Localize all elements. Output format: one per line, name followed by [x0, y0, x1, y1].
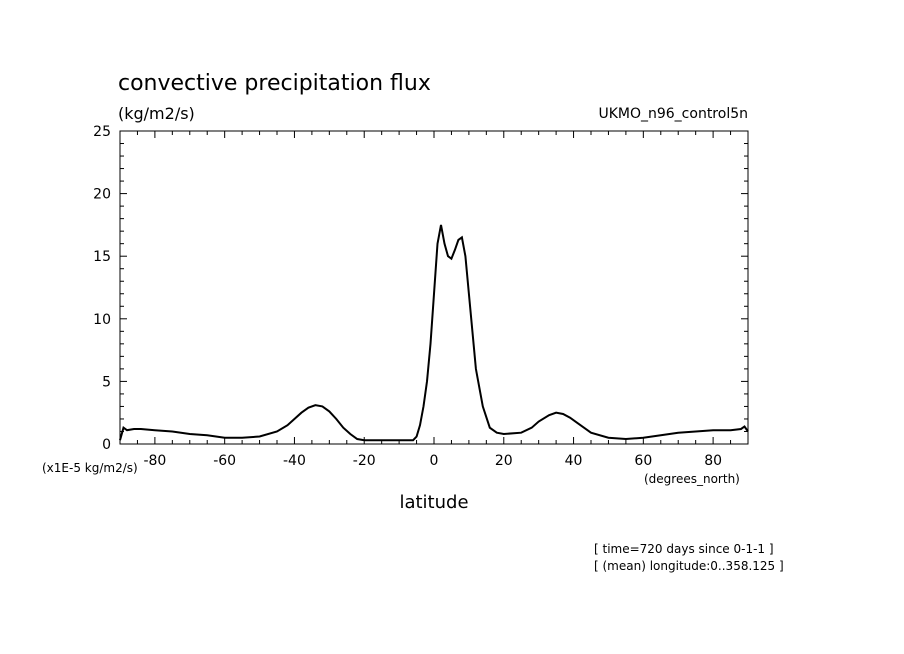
plot-frame: [119, 130, 749, 445]
y-tick-label: 15: [93, 249, 111, 265]
x-axis-ticks: -80 -60 -40 -20 0 20 40 60 80: [119, 131, 749, 469]
x-units-label: (degrees_north): [644, 472, 740, 486]
x-tick-label: 80: [704, 453, 722, 469]
longitude-annotation: [ (mean) longitude:0..358.125 ]: [594, 559, 784, 573]
series-line: [119, 224, 749, 442]
y-tick-label: 20: [93, 187, 111, 203]
x-tick-label: 40: [565, 453, 583, 469]
y-tick-label: 5: [102, 374, 111, 390]
y-tick-label: 0: [102, 437, 111, 453]
y-scale-note: (x1E-5 kg/m2/s): [42, 461, 138, 475]
y-axis-ticks: 0 5 10 15 20 25: [93, 124, 748, 453]
model-label: UKMO_n96_control5n: [598, 106, 748, 122]
y-tick-label: 10: [93, 312, 111, 328]
x-axis-label: latitude: [399, 492, 468, 513]
x-tick-label: 0: [430, 453, 439, 469]
units-label: (kg/m2/s): [118, 104, 195, 123]
time-annotation: [ time=720 days since 0-1-1 ]: [594, 542, 774, 556]
x-tick-label: 60: [634, 453, 652, 469]
x-tick-label: -40: [283, 453, 306, 469]
x-tick-label: -20: [353, 453, 376, 469]
x-tick-label: 20: [495, 453, 513, 469]
chart-title: convective precipitation flux: [118, 71, 431, 96]
x-tick-label: -80: [143, 453, 166, 469]
y-tick-label: 25: [93, 124, 111, 140]
x-tick-label: -60: [213, 453, 236, 469]
